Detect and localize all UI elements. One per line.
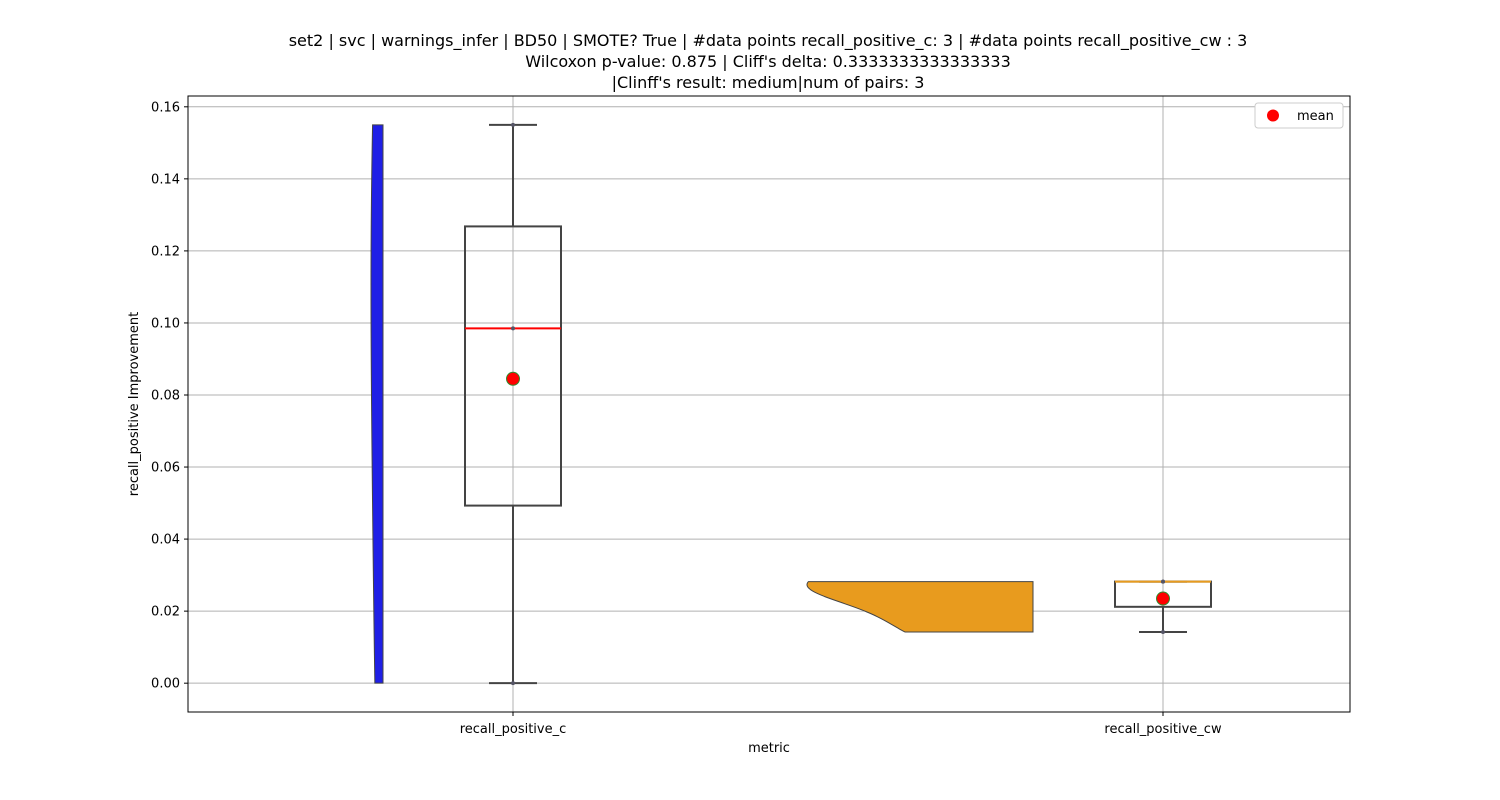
title-line-1: set2 | svc | warnings_infer | BD50 | SMO… [289, 31, 1248, 51]
title-line-2: Wilcoxon p-value: 0.875 | Cliff's delta:… [525, 52, 1011, 71]
y-axis-label: recall_positive Improvement [127, 312, 142, 496]
y-tick-label: 0.12 [151, 244, 180, 259]
y-tick-label: 0.14 [151, 172, 180, 187]
legend-mean-label: mean [1297, 109, 1334, 124]
y-axis-ticks: 0.00 0.02 0.04 0.06 0.08 0.10 0.12 0.14 0.16 [151, 100, 188, 692]
legend-box [1254, 102, 1344, 129]
box-recall_positive_c [464, 225, 562, 507]
y-tick-label: 0.04 [151, 533, 180, 548]
violin-recall_positive_cw [806, 581, 1034, 633]
x-axis-label: metric [748, 741, 790, 756]
mean-marker [506, 371, 520, 386]
grid-lines [188, 96, 1350, 712]
data-point [511, 326, 515, 331]
chart-marks [370, 122, 1212, 686]
data-point [1161, 630, 1165, 635]
title-line-3: |Clinff's result: medium|num of pairs: 3 [612, 73, 925, 92]
plot-frame [187, 95, 1351, 713]
violin-recall_positive_c [370, 124, 384, 684]
chart-title: set2 | svc | warnings_infer | BD50 | SMO… [289, 31, 1248, 92]
y-tick-label: 0.00 [151, 677, 180, 692]
x-tick-label: recall_positive_cw [1104, 722, 1222, 737]
y-tick-label: 0.08 [151, 388, 180, 403]
data-point [511, 122, 515, 127]
legend-mean-marker [1267, 109, 1279, 122]
data-point [1161, 579, 1165, 584]
x-axis-ticks: recall_positive_c recall_positive_cw [460, 712, 1222, 737]
mean-marker [1156, 591, 1170, 606]
y-tick-label: 0.06 [151, 461, 180, 476]
x-tick-label: recall_positive_c [460, 722, 567, 737]
y-tick-label: 0.02 [151, 605, 180, 620]
y-tick-label: 0.10 [151, 316, 180, 331]
legend: mean [1254, 102, 1344, 129]
y-tick-label: 0.16 [151, 100, 180, 115]
data-point [511, 681, 515, 686]
